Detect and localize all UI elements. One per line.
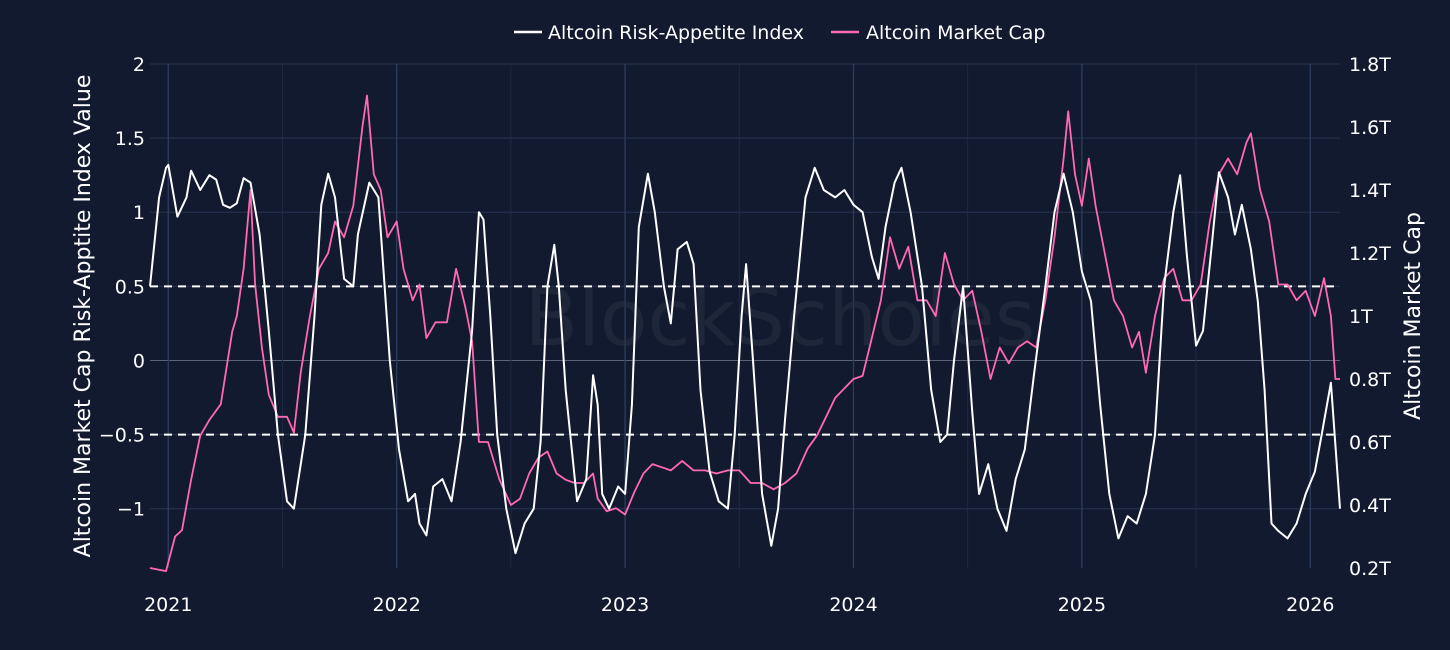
left-tick-label: 2	[133, 54, 145, 76]
left-tick-label: −1	[117, 499, 145, 521]
series-lines	[149, 94, 1341, 572]
right-tick-label: 0.4T	[1349, 495, 1391, 517]
left-axis-title: Altcoin Market Cap Risk-Apptite Index Va…	[71, 75, 96, 558]
x-tick-label: 2022	[372, 594, 420, 616]
watermark: BlockScholes	[525, 274, 1036, 364]
tick-labels: −1 −0.5 0 0.5 1 1.5 2 0.2T 0.4T 0.6T 0.8T 1T 1.2T 1.4…	[99, 54, 1391, 616]
right-axis-title: Altcoin Market Cap	[1401, 212, 1426, 420]
right-tick-label: 1T	[1349, 306, 1373, 328]
left-tick-label: 0	[133, 350, 145, 372]
left-tick-label: 1	[133, 202, 145, 224]
right-tick-label: 1.6T	[1349, 117, 1391, 139]
x-tick-label: 2024	[829, 594, 877, 616]
left-tick-label: 1.5	[115, 128, 145, 150]
x-tick-label: 2026	[1286, 594, 1334, 616]
right-tick-label: 0.8T	[1349, 369, 1391, 391]
right-tick-label: 1.2T	[1349, 243, 1391, 265]
legend-label-risk-index: Altcoin Risk-Appetite Index	[548, 22, 804, 44]
x-tick-label: 2023	[601, 594, 649, 616]
right-tick-label: 0.2T	[1349, 558, 1391, 580]
series-line-risk-index	[149, 163, 1341, 555]
legend: Altcoin Risk-Appetite Index Altcoin Mark…	[514, 22, 1045, 44]
left-tick-label: 0.5	[115, 276, 145, 298]
grid	[150, 63, 1340, 568]
x-tick-label: 2025	[1058, 594, 1106, 616]
right-tick-label: 1.4T	[1349, 180, 1391, 202]
right-tick-label: 0.6T	[1349, 432, 1391, 454]
legend-label-market-cap: Altcoin Market Cap	[866, 22, 1045, 44]
left-tick-label: −0.5	[99, 425, 145, 447]
x-tick-label: 2021	[144, 594, 192, 616]
right-tick-label: 1.8T	[1349, 54, 1391, 76]
